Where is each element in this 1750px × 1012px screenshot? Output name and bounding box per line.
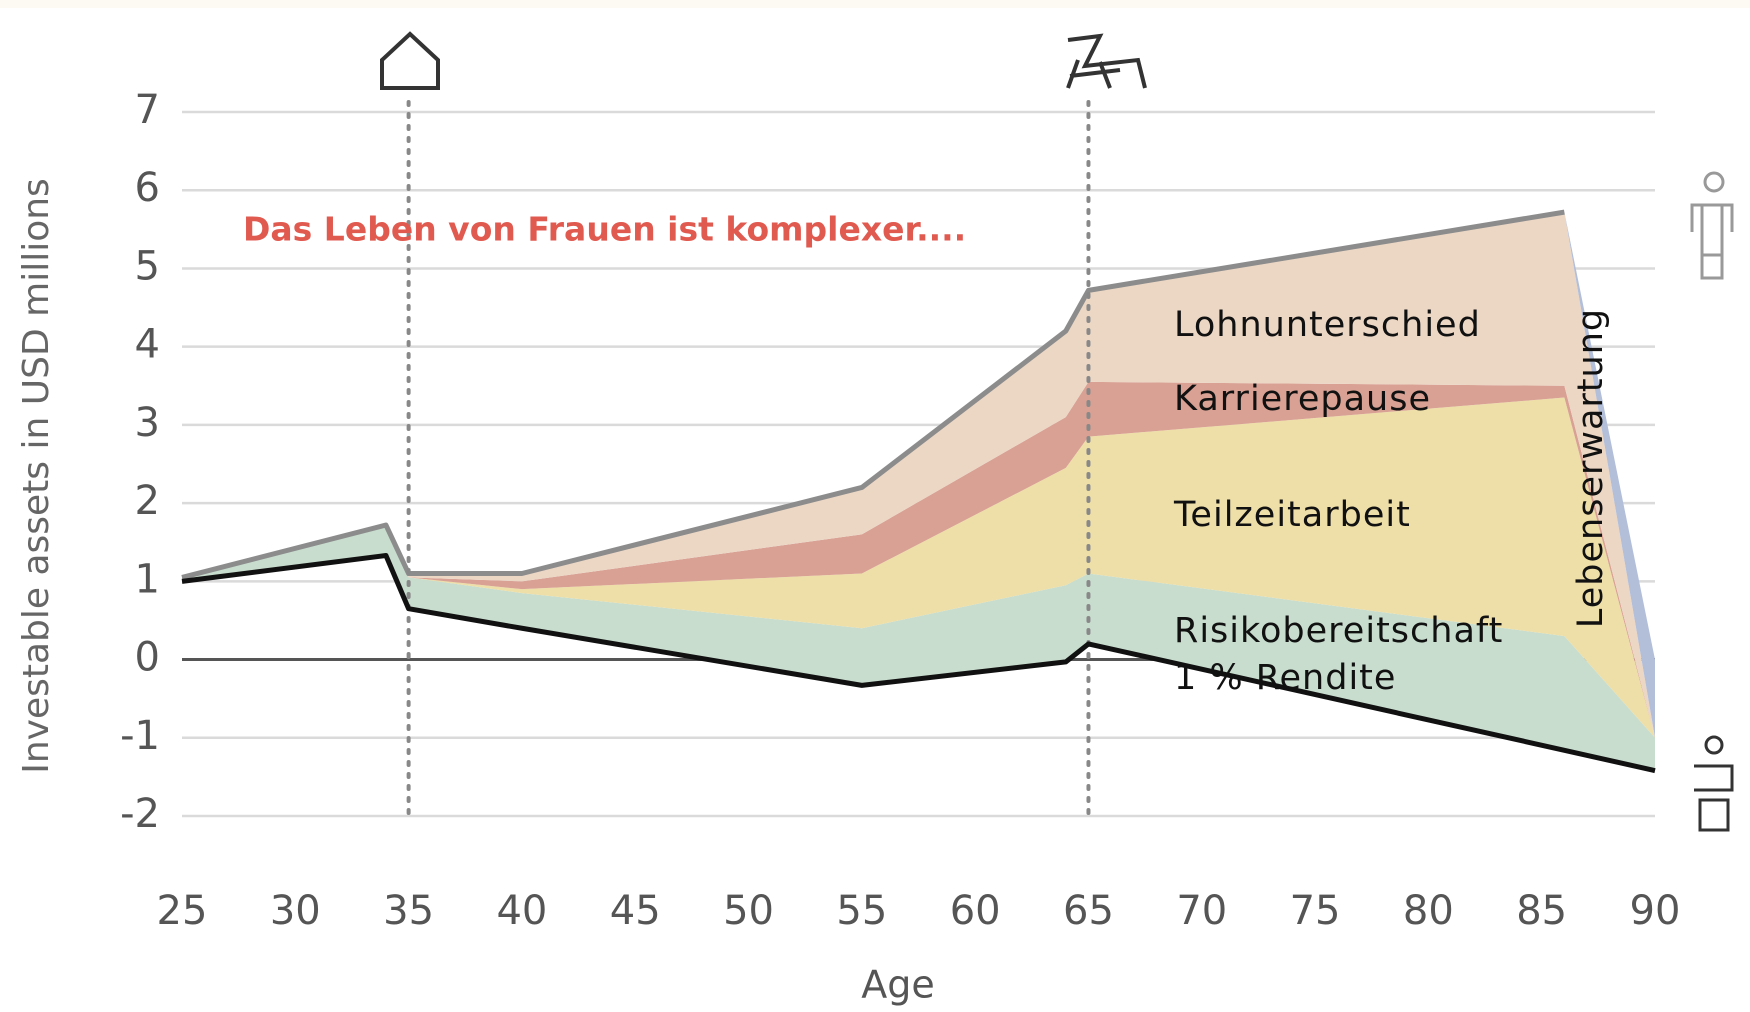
x-tick-label: 60: [950, 888, 1001, 934]
x-tick-label: 85: [1516, 888, 1567, 934]
base-line: [181, 553, 1656, 774]
x-tick-label: 65: [1063, 888, 1114, 934]
person-icon: [1690, 171, 1734, 280]
grave-icon: [1694, 735, 1734, 832]
house-icon: [380, 31, 440, 90]
series-label: 1 % Rendite: [1174, 658, 1396, 698]
series-label: Teilzeitarbeit: [1173, 495, 1411, 535]
x-tick-label: 25: [157, 888, 208, 934]
chair-icon: [1066, 33, 1147, 89]
y-tick-label: 2: [135, 478, 160, 524]
x-tick-label: 50: [723, 888, 774, 934]
x-tick-label: 45: [610, 888, 661, 934]
y-tick-label: 1: [135, 556, 160, 602]
x-axis-label: Age: [861, 963, 935, 1007]
x-tick-label: 70: [1176, 888, 1227, 934]
series-label: Lebenserwartung: [1571, 308, 1611, 628]
series-label: Risikobereitschaft: [1174, 611, 1503, 651]
y-tick-label: 0: [135, 635, 160, 681]
y-tick-label: -2: [120, 791, 160, 837]
top-line: [181, 209, 1565, 580]
y-tick-label: 3: [135, 400, 160, 446]
y-tick-label: -1: [120, 713, 160, 759]
area: [182, 525, 1655, 771]
x-tick-label: 55: [836, 888, 887, 934]
series-label: Karrierepause: [1174, 379, 1431, 419]
x-tick-label: 40: [496, 888, 547, 934]
y-tick-label: 7: [135, 87, 160, 133]
icons: [380, 31, 1734, 832]
x-tick-label: 90: [1630, 888, 1681, 934]
x-tick-label: 75: [1290, 888, 1341, 934]
x-tick-label: 35: [383, 888, 434, 934]
series-label: Lohnunterschied: [1174, 305, 1481, 345]
y-axis-label: Investable assets in USD millions: [16, 178, 57, 774]
y-tick-label: 5: [135, 243, 160, 289]
x-tick-label: 80: [1403, 888, 1454, 934]
area: [182, 212, 1655, 738]
x-tick-label: 30: [270, 888, 321, 934]
y-tick-label: 6: [135, 165, 160, 211]
annotation: Das Leben von Frauen ist komplexer....: [243, 210, 966, 249]
area: [182, 397, 1655, 738]
y-tick-label: 4: [135, 322, 160, 368]
